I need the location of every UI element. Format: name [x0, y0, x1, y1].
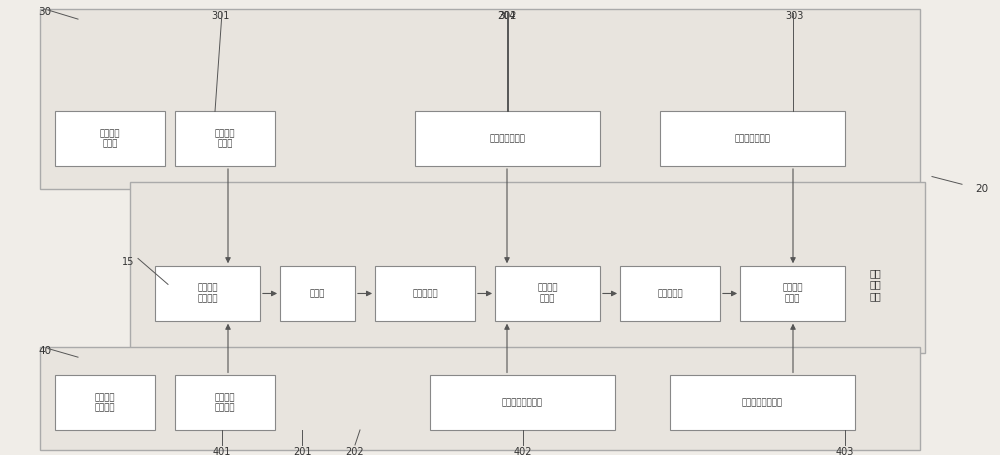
Text: 第三增益控制器: 第三增益控制器	[735, 134, 770, 143]
Text: 15: 15	[122, 257, 134, 267]
Text: 信號噪聲
檢測裝置: 信號噪聲 檢測裝置	[95, 393, 115, 412]
Text: 濾波器: 濾波器	[310, 289, 325, 298]
Text: 402: 402	[514, 447, 532, 455]
Bar	[740, 266, 845, 321]
Text: 第一中頻
放大器: 第一中頻 放大器	[537, 284, 558, 303]
Text: 301: 301	[211, 11, 229, 21]
Bar	[55, 111, 165, 166]
Text: 302: 302	[499, 11, 517, 21]
Text: 第二噪聲檢測裝置: 第二噪聲檢測裝置	[502, 398, 543, 407]
Text: 增益檢測
控制器: 增益檢測 控制器	[100, 129, 120, 148]
Text: 201: 201	[293, 447, 311, 455]
Text: 204: 204	[498, 11, 516, 21]
Text: 第一噪聲
檢測裝置: 第一噪聲 檢測裝置	[215, 393, 235, 412]
Text: 30: 30	[38, 7, 51, 17]
Bar	[495, 266, 600, 321]
Text: 202: 202	[346, 447, 364, 455]
Text: 第二增益控制器: 第二增益控制器	[490, 134, 525, 143]
Text: 中頻
放大
裝置: 中頻 放大 裝置	[869, 268, 881, 301]
Text: 第二混頻器: 第二混頻器	[657, 289, 683, 298]
Bar	[430, 375, 615, 430]
Text: 第二中頻
放大器: 第二中頻 放大器	[782, 284, 803, 303]
Bar	[415, 111, 600, 166]
Bar	[175, 111, 275, 166]
Bar	[175, 375, 275, 430]
Text: 20: 20	[975, 184, 988, 194]
Bar	[280, 266, 355, 321]
Text: 403: 403	[836, 447, 854, 455]
Bar	[40, 347, 920, 450]
Bar	[660, 111, 845, 166]
Bar	[40, 9, 920, 189]
Text: 第一混頻器: 第一混頻器	[412, 289, 438, 298]
Text: 第三噪聲檢測裝置: 第三噪聲檢測裝置	[742, 398, 783, 407]
Bar	[55, 375, 155, 430]
Bar	[155, 266, 260, 321]
Text: 303: 303	[786, 11, 804, 21]
Text: 40: 40	[38, 346, 51, 356]
Text: 401: 401	[213, 447, 231, 455]
Bar	[375, 266, 475, 321]
Bar	[620, 266, 720, 321]
Text: 第一增益
控制器: 第一增益 控制器	[215, 129, 235, 148]
Text: 低噪聲高
頻放大器: 低噪聲高 頻放大器	[197, 284, 218, 303]
Bar	[130, 182, 925, 353]
Bar	[670, 375, 855, 430]
